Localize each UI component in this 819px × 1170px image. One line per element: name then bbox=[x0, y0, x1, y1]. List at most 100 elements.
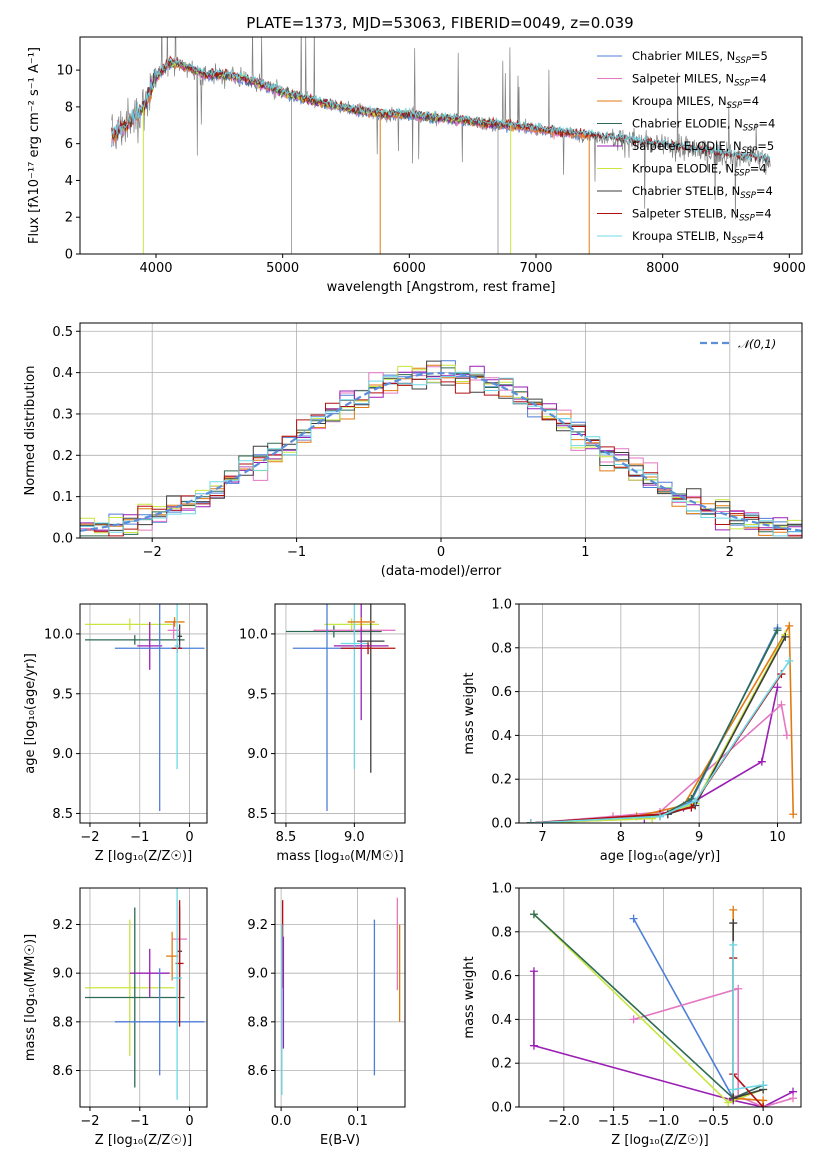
mass-age-xtick-label: 9.0 bbox=[344, 830, 365, 845]
z-weight-marker-chabrier_miles bbox=[629, 914, 638, 923]
age-weight-marker-chabrier_elodie bbox=[773, 626, 782, 635]
residuals-xtick-label: 0 bbox=[437, 545, 445, 560]
age-weight-series-chabrier_miles bbox=[530, 627, 779, 823]
residuals-xtick-label: −1 bbox=[287, 545, 306, 560]
z-weight-xtick-label: −1.5 bbox=[598, 1114, 630, 1129]
spectrum-xtick-label: 9000 bbox=[773, 261, 806, 276]
ebv-mass-ytick-label: 9.2 bbox=[247, 918, 268, 933]
z-weight-xlabel: Z [log₁₀(Z/Z☉)] bbox=[611, 1133, 708, 1148]
z-weight-xtick-label: −0.5 bbox=[698, 1114, 730, 1129]
legend-label-chabrier_stelib: Chabrier STELIB, NSSP=4 bbox=[632, 184, 773, 201]
age-weight-ytick-label: 0.2 bbox=[491, 773, 512, 788]
z-weight-marker-kroupa_elodie bbox=[724, 1098, 733, 1107]
spectrum-ytick-label: 8 bbox=[65, 100, 73, 115]
z-age-xtick-label: 0 bbox=[185, 830, 193, 845]
age-weight-ytick-label: 0.6 bbox=[491, 685, 512, 700]
residuals-frame bbox=[79, 322, 803, 539]
legend-label-salpeter_elodie: Salpeter ELODIE, NSSP=5 bbox=[632, 139, 774, 156]
z-weight-marker-salpeter_miles bbox=[629, 1015, 638, 1024]
z-age-plot-area bbox=[80, 604, 207, 823]
histogram-kroupa_stelib bbox=[80, 371, 802, 537]
residuals-plot-area bbox=[80, 323, 802, 538]
mass-age-frame bbox=[274, 603, 406, 824]
mass-age-plot-area bbox=[275, 604, 405, 823]
spectrum-ytick-label: 10 bbox=[56, 64, 73, 79]
z-weight-series-chabrier_miles bbox=[632, 918, 764, 1100]
age-weight-series-chabrier_stelib bbox=[530, 636, 787, 823]
z-age-frame bbox=[79, 603, 208, 824]
z-age-ytick-label: 9.0 bbox=[52, 747, 73, 762]
age-weight-xtick-label: 7 bbox=[538, 830, 546, 845]
z-weight-series-chabrier_elodie bbox=[533, 913, 764, 1100]
legend-label-salpeter_miles: Salpeter MILES, NSSP=4 bbox=[632, 72, 767, 89]
spectrum-frame bbox=[79, 36, 803, 255]
z-age-ytick-label: 8.5 bbox=[52, 807, 73, 822]
z-mass-plot-area bbox=[80, 888, 207, 1107]
spectrum-xtick-label: 4000 bbox=[139, 261, 172, 276]
legend-label-salpeter_stelib: Salpeter STELIB, NSSP=4 bbox=[632, 207, 772, 224]
z-weight-marker-kroupa_stelib bbox=[729, 1085, 738, 1094]
z-weight-marker-salpeter_elodie bbox=[529, 1041, 538, 1050]
ebv-mass-xtick-label: 0.0 bbox=[271, 1114, 292, 1129]
legend-label-kroupa_miles: Kroupa MILES, NSSP=4 bbox=[632, 94, 759, 111]
age-weight-marker-kroupa_miles bbox=[785, 621, 794, 630]
z-age-xtick-label: −2 bbox=[80, 830, 99, 845]
residuals-ytick-label: 0.0 bbox=[52, 532, 73, 547]
z-weight-xtick-label: 0.0 bbox=[753, 1114, 774, 1129]
spectrum-xtick-label: 7000 bbox=[519, 261, 552, 276]
z-mass-ytick-label: 9.2 bbox=[52, 918, 73, 933]
z-weight-plot-area bbox=[519, 888, 801, 1107]
z-mass-ylabel: mass [log₁₀(M/M☉)] bbox=[23, 934, 38, 1061]
z-mass-ytick-label: 9.0 bbox=[52, 967, 73, 982]
z-weight-marker-kroupa_stelib bbox=[759, 1081, 768, 1090]
ebv-mass-ytick-label: 9.0 bbox=[247, 967, 268, 982]
z-weight-xtick-label: −1.0 bbox=[648, 1114, 680, 1129]
age-weight-ytick-label: 0.8 bbox=[491, 641, 512, 656]
z-weight-ytick-label: 0.6 bbox=[491, 969, 512, 984]
age-weight-series-chabrier_elodie bbox=[530, 629, 779, 823]
age-weight-ytick-label: 0.4 bbox=[491, 729, 512, 744]
legend-label-chabrier_elodie: Chabrier ELODIE, NSSP=4 bbox=[632, 117, 775, 134]
residuals-ytick-label: 0.5 bbox=[52, 325, 73, 340]
age-weight-plot-area bbox=[519, 604, 801, 823]
z-age-ytick-label: 9.5 bbox=[52, 687, 73, 702]
spectrum-xtick-label: 6000 bbox=[393, 261, 426, 276]
z-weight-ytick-label: 0.0 bbox=[491, 1101, 512, 1116]
z-weight-ytick-label: 1.0 bbox=[491, 882, 512, 897]
z-weight-marker-chabrier_elodie bbox=[529, 910, 538, 919]
gaussian-curve bbox=[80, 371, 802, 532]
mass-age-ytick-label: 9.5 bbox=[247, 687, 268, 702]
mass-age-ytick-label: 10.0 bbox=[239, 627, 268, 642]
ebv-mass-plot-area bbox=[275, 888, 405, 1107]
z-weight-ylabel: mass weight bbox=[462, 956, 477, 1038]
spectrum-ytick-label: 2 bbox=[65, 211, 73, 226]
ebv-mass-xlabel: E(B-V) bbox=[320, 1133, 360, 1148]
age-weight-marker-salpeter_miles bbox=[777, 700, 786, 709]
z-age-xtick-label: −1 bbox=[130, 830, 149, 845]
z-mass-xtick-label: −2 bbox=[80, 1114, 99, 1129]
z-age-ytick-label: 10.0 bbox=[44, 627, 73, 642]
age-weight-marker-salpeter_elodie bbox=[773, 683, 782, 692]
age-weight-xtick-label: 10 bbox=[769, 830, 786, 845]
z-weight-marker-chabrier_stelib bbox=[729, 1094, 738, 1103]
age-weight-series-kroupa_elodie bbox=[530, 634, 787, 823]
residuals-xlabel: (data-model)/error bbox=[381, 564, 502, 579]
z-weight-marker-salpeter_elodie bbox=[529, 967, 538, 976]
z-mass-ytick-label: 8.8 bbox=[52, 1015, 73, 1030]
age-weight-ytick-label: 0.0 bbox=[491, 817, 512, 832]
age-weight-frame bbox=[518, 603, 802, 824]
z-weight-marker-salpeter_miles bbox=[789, 1094, 798, 1103]
chart-panels: 4000 5000 6000 7000 8000 90000246810wavelengt… bbox=[23, 36, 806, 1148]
spectrum-ytick-label: 4 bbox=[65, 174, 73, 189]
spectrum-model-salpeter_stelib bbox=[111, 55, 771, 163]
z-weight-marker-chabrier_stelib bbox=[729, 919, 738, 928]
spectrum-ytick-label: 0 bbox=[65, 248, 73, 263]
age-weight-marker-kroupa_stelib bbox=[526, 819, 535, 823]
legend-label-gauss: 𝒩(0,1) bbox=[738, 337, 776, 351]
age-weight-marker-kroupa_stelib bbox=[691, 797, 700, 806]
residuals-xtick-label: 1 bbox=[581, 545, 589, 560]
z-mass-xtick-label: 0 bbox=[185, 1114, 193, 1129]
spectrum-ylabel: Flux [fλ10⁻¹⁷ erg cm⁻² s⁻¹ A⁻¹] bbox=[27, 47, 42, 244]
age-weight-marker-kroupa_stelib bbox=[785, 656, 794, 665]
age-weight-marker-kroupa_miles bbox=[789, 810, 798, 819]
